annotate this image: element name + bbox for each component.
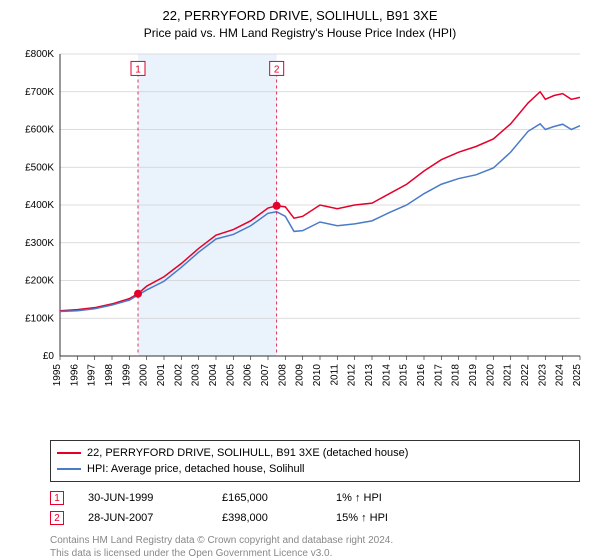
svg-text:1997: 1997 bbox=[87, 364, 98, 387]
svg-text:2013: 2013 bbox=[364, 364, 375, 387]
legend-swatch bbox=[57, 468, 81, 470]
svg-text:1995: 1995 bbox=[52, 364, 63, 387]
svg-text:2005: 2005 bbox=[225, 364, 236, 387]
svg-text:2002: 2002 bbox=[173, 364, 184, 387]
svg-text:2007: 2007 bbox=[260, 364, 271, 387]
svg-text:2025: 2025 bbox=[572, 364, 583, 387]
footer-line: Contains HM Land Registry data © Crown c… bbox=[50, 534, 580, 547]
event-date: 28-JUN-2007 bbox=[88, 512, 198, 524]
svg-text:2003: 2003 bbox=[191, 364, 202, 387]
event-row: 2 28-JUN-2007 £398,000 15% ↑ HPI bbox=[50, 508, 580, 528]
footer-line: This data is licensed under the Open Gov… bbox=[50, 547, 580, 560]
svg-text:2006: 2006 bbox=[243, 364, 254, 387]
event-price: £398,000 bbox=[222, 512, 312, 524]
event-price: £165,000 bbox=[222, 492, 312, 504]
svg-text:2001: 2001 bbox=[156, 364, 167, 387]
svg-text:2009: 2009 bbox=[295, 364, 306, 387]
legend-row: 22, PERRYFORD DRIVE, SOLIHULL, B91 3XE (… bbox=[57, 445, 573, 461]
svg-text:1: 1 bbox=[135, 64, 141, 75]
svg-text:£300K: £300K bbox=[25, 238, 54, 249]
events-table: 1 30-JUN-1999 £165,000 1% ↑ HPI 2 28-JUN-2007… bbox=[50, 488, 580, 528]
svg-text:2020: 2020 bbox=[485, 364, 496, 387]
event-marker-number: 2 bbox=[50, 511, 64, 525]
svg-text:£400K: £400K bbox=[25, 200, 54, 211]
legend: 22, PERRYFORD DRIVE, SOLIHULL, B91 3XE (… bbox=[50, 440, 580, 482]
svg-text:2011: 2011 bbox=[329, 364, 340, 386]
svg-text:£700K: £700K bbox=[25, 87, 54, 98]
svg-text:2012: 2012 bbox=[347, 364, 358, 387]
event-date: 30-JUN-1999 bbox=[88, 492, 198, 504]
legend-row: HPI: Average price, detached house, Soli… bbox=[57, 461, 573, 477]
svg-text:1996: 1996 bbox=[69, 364, 80, 387]
event-hpi: 15% ↑ HPI bbox=[336, 512, 446, 524]
chart-subtitle: Price paid vs. HM Land Registry's House … bbox=[10, 26, 590, 40]
svg-text:1999: 1999 bbox=[121, 364, 132, 387]
event-row: 1 30-JUN-1999 £165,000 1% ↑ HPI bbox=[50, 488, 580, 508]
svg-text:1998: 1998 bbox=[104, 364, 115, 387]
svg-text:2004: 2004 bbox=[208, 364, 219, 387]
svg-text:2015: 2015 bbox=[399, 364, 410, 387]
chart-container: 22, PERRYFORD DRIVE, SOLIHULL, B91 3XE P… bbox=[0, 0, 600, 560]
event-hpi: 1% ↑ HPI bbox=[336, 492, 446, 504]
chart-title: 22, PERRYFORD DRIVE, SOLIHULL, B91 3XE bbox=[10, 8, 590, 23]
svg-text:£500K: £500K bbox=[25, 162, 54, 173]
svg-text:2021: 2021 bbox=[503, 364, 514, 387]
svg-text:2019: 2019 bbox=[468, 364, 479, 387]
legend-label: HPI: Average price, detached house, Soli… bbox=[87, 463, 305, 475]
svg-text:£600K: £600K bbox=[25, 125, 54, 136]
svg-text:£100K: £100K bbox=[25, 313, 54, 324]
chart-plot-area: £0 £100K £200K £300K £400K £500K £600K £700K £80… bbox=[10, 46, 590, 436]
svg-text:2018: 2018 bbox=[451, 364, 462, 387]
legend-swatch bbox=[57, 452, 81, 454]
svg-text:2023: 2023 bbox=[537, 364, 548, 387]
chart-svg: £0 £100K £200K £300K £400K £500K £600K £700K £80… bbox=[10, 46, 590, 436]
event-marker-number: 1 bbox=[50, 491, 64, 505]
svg-text:£0: £0 bbox=[43, 351, 55, 362]
svg-text:£800K: £800K bbox=[25, 49, 54, 60]
svg-text:2014: 2014 bbox=[381, 364, 392, 387]
svg-text:2: 2 bbox=[274, 64, 280, 75]
svg-text:2008: 2008 bbox=[277, 364, 288, 387]
svg-text:2024: 2024 bbox=[555, 364, 566, 387]
svg-text:2000: 2000 bbox=[139, 364, 150, 387]
svg-text:£200K: £200K bbox=[25, 276, 54, 287]
svg-text:2022: 2022 bbox=[520, 364, 531, 387]
svg-text:2016: 2016 bbox=[416, 364, 427, 387]
footer-attribution: Contains HM Land Registry data © Crown c… bbox=[50, 534, 580, 560]
legend-label: 22, PERRYFORD DRIVE, SOLIHULL, B91 3XE (… bbox=[87, 447, 408, 459]
svg-text:2017: 2017 bbox=[433, 364, 444, 387]
svg-text:2010: 2010 bbox=[312, 364, 323, 387]
